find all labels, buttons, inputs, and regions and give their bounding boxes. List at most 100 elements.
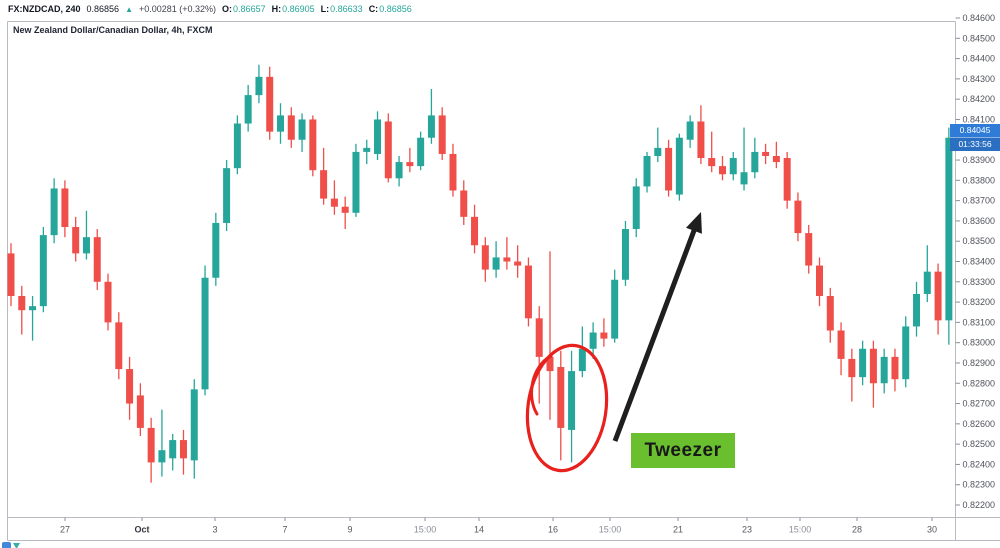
candle-body (945, 137, 953, 321)
price-tick-label: 0.82900 (963, 358, 996, 368)
current-price-value: 0.84045 (950, 123, 1000, 137)
candle-body (880, 356, 888, 384)
price-tick-label: 0.82200 (963, 500, 996, 510)
candle-body (82, 237, 90, 254)
time-tick-label: 15:00 (414, 525, 437, 535)
time-scale[interactable]: 27 Oct 3 7 9 15:00 14 16 15:00 21 23 15:00 28 30 (60, 517, 937, 535)
candle-body (266, 76, 274, 132)
candle-body (104, 281, 112, 323)
candle-body (179, 440, 187, 459)
time-tick-label: 7 (282, 525, 287, 535)
candle-body (589, 332, 597, 349)
candle-body (481, 245, 489, 270)
tweezer-circle-annotation (525, 343, 609, 473)
candle-body (632, 186, 640, 230)
time-tick-label: 3 (212, 525, 217, 535)
candle-body (524, 265, 532, 319)
price-change: +0.00281 (+0.32%) (138, 4, 217, 14)
candle-body (29, 306, 37, 311)
candle-body (223, 168, 231, 223)
tweezer-annotation-label: Tweezer (631, 433, 735, 468)
candle-body (891, 356, 899, 380)
price-tick-label: 0.83500 (963, 236, 996, 246)
candle-body (557, 367, 565, 428)
price-tick-label: 0.83200 (963, 297, 996, 307)
candle-body (826, 296, 834, 331)
candle-body (740, 172, 748, 185)
candle-body (568, 371, 576, 430)
candle-body (675, 137, 683, 195)
price-tick-label: 0.83900 (963, 155, 996, 165)
candle-body (783, 158, 791, 201)
price-tick-label: 0.83400 (963, 257, 996, 267)
candle-body (169, 440, 177, 459)
candle-body (406, 162, 414, 167)
candle-body (816, 265, 823, 297)
candle-body (654, 147, 662, 156)
price-tick-label: 0.82600 (963, 419, 996, 429)
candle-body (438, 115, 446, 154)
time-tick-label: 15:00 (599, 525, 622, 535)
candle-body (546, 356, 554, 372)
candle-body (7, 253, 15, 297)
candle-body (848, 358, 856, 378)
candle-body (309, 119, 317, 171)
price-tick-label: 0.82300 (963, 480, 996, 490)
price-tick-label: 0.82700 (963, 399, 996, 409)
time-tick-label: Oct (134, 525, 149, 535)
candle-body (665, 147, 673, 191)
price-tick-label: 0.83600 (963, 216, 996, 226)
candle-body (50, 188, 58, 236)
candle-body (708, 158, 716, 167)
annotation-ellipse (525, 343, 609, 473)
candle-body (136, 395, 144, 428)
candle-body (762, 151, 770, 156)
price-tick-label: 0.84300 (963, 74, 996, 84)
candle-body (374, 119, 382, 154)
candle-body (729, 158, 737, 175)
candle-body (126, 369, 134, 404)
candle-body (902, 326, 910, 380)
candle-body (244, 95, 252, 124)
bar-countdown: 01:33:56 (950, 136, 1000, 151)
time-tick-label: 15:00 (789, 525, 812, 535)
candle-body (611, 279, 619, 339)
close-label: C: (368, 4, 379, 14)
high-value: 0.86905 (282, 4, 315, 14)
candle-body (18, 296, 26, 311)
candle-body (718, 166, 726, 175)
candle-body (212, 222, 220, 278)
time-tick-label: 28 (852, 525, 862, 535)
last-price: 0.86856 (86, 4, 120, 14)
price-tick-label: 0.84400 (963, 54, 996, 64)
symbol-info-bar: FX:NZDCAD, 240 0.86856 ▲ +0.00281 (+0.32… (8, 2, 412, 16)
time-tick-label: 30 (927, 525, 937, 535)
candle-body (352, 151, 360, 213)
candle-body (341, 206, 349, 213)
price-tick-label: 0.83300 (963, 277, 996, 287)
candle-body (859, 348, 867, 378)
candle-body (277, 115, 284, 132)
low-value: 0.86633 (330, 4, 363, 14)
candle-body (913, 293, 921, 327)
price-scale[interactable]: 0.84600 0.84500 0.84400 0.84300 0.84200 0.841… (955, 13, 996, 510)
candle-body (147, 427, 155, 463)
platform-logo-icon[interactable] (2, 542, 20, 548)
candle-body (471, 216, 479, 246)
candle-body (751, 151, 759, 173)
time-tick-label: 16 (548, 525, 558, 535)
candle-body (449, 153, 457, 191)
price-tick-label: 0.82500 (963, 439, 996, 449)
candle-body (934, 271, 942, 321)
candle-body (115, 322, 123, 370)
price-tick-label: 0.84200 (963, 94, 996, 104)
candle-body (39, 235, 47, 307)
candle-body (837, 330, 845, 359)
candle-body (578, 348, 586, 372)
candle-body (869, 348, 877, 384)
candle-body (158, 450, 166, 463)
candle-body (514, 261, 522, 266)
candle-body (772, 155, 780, 163)
low-label: L: (320, 4, 330, 14)
